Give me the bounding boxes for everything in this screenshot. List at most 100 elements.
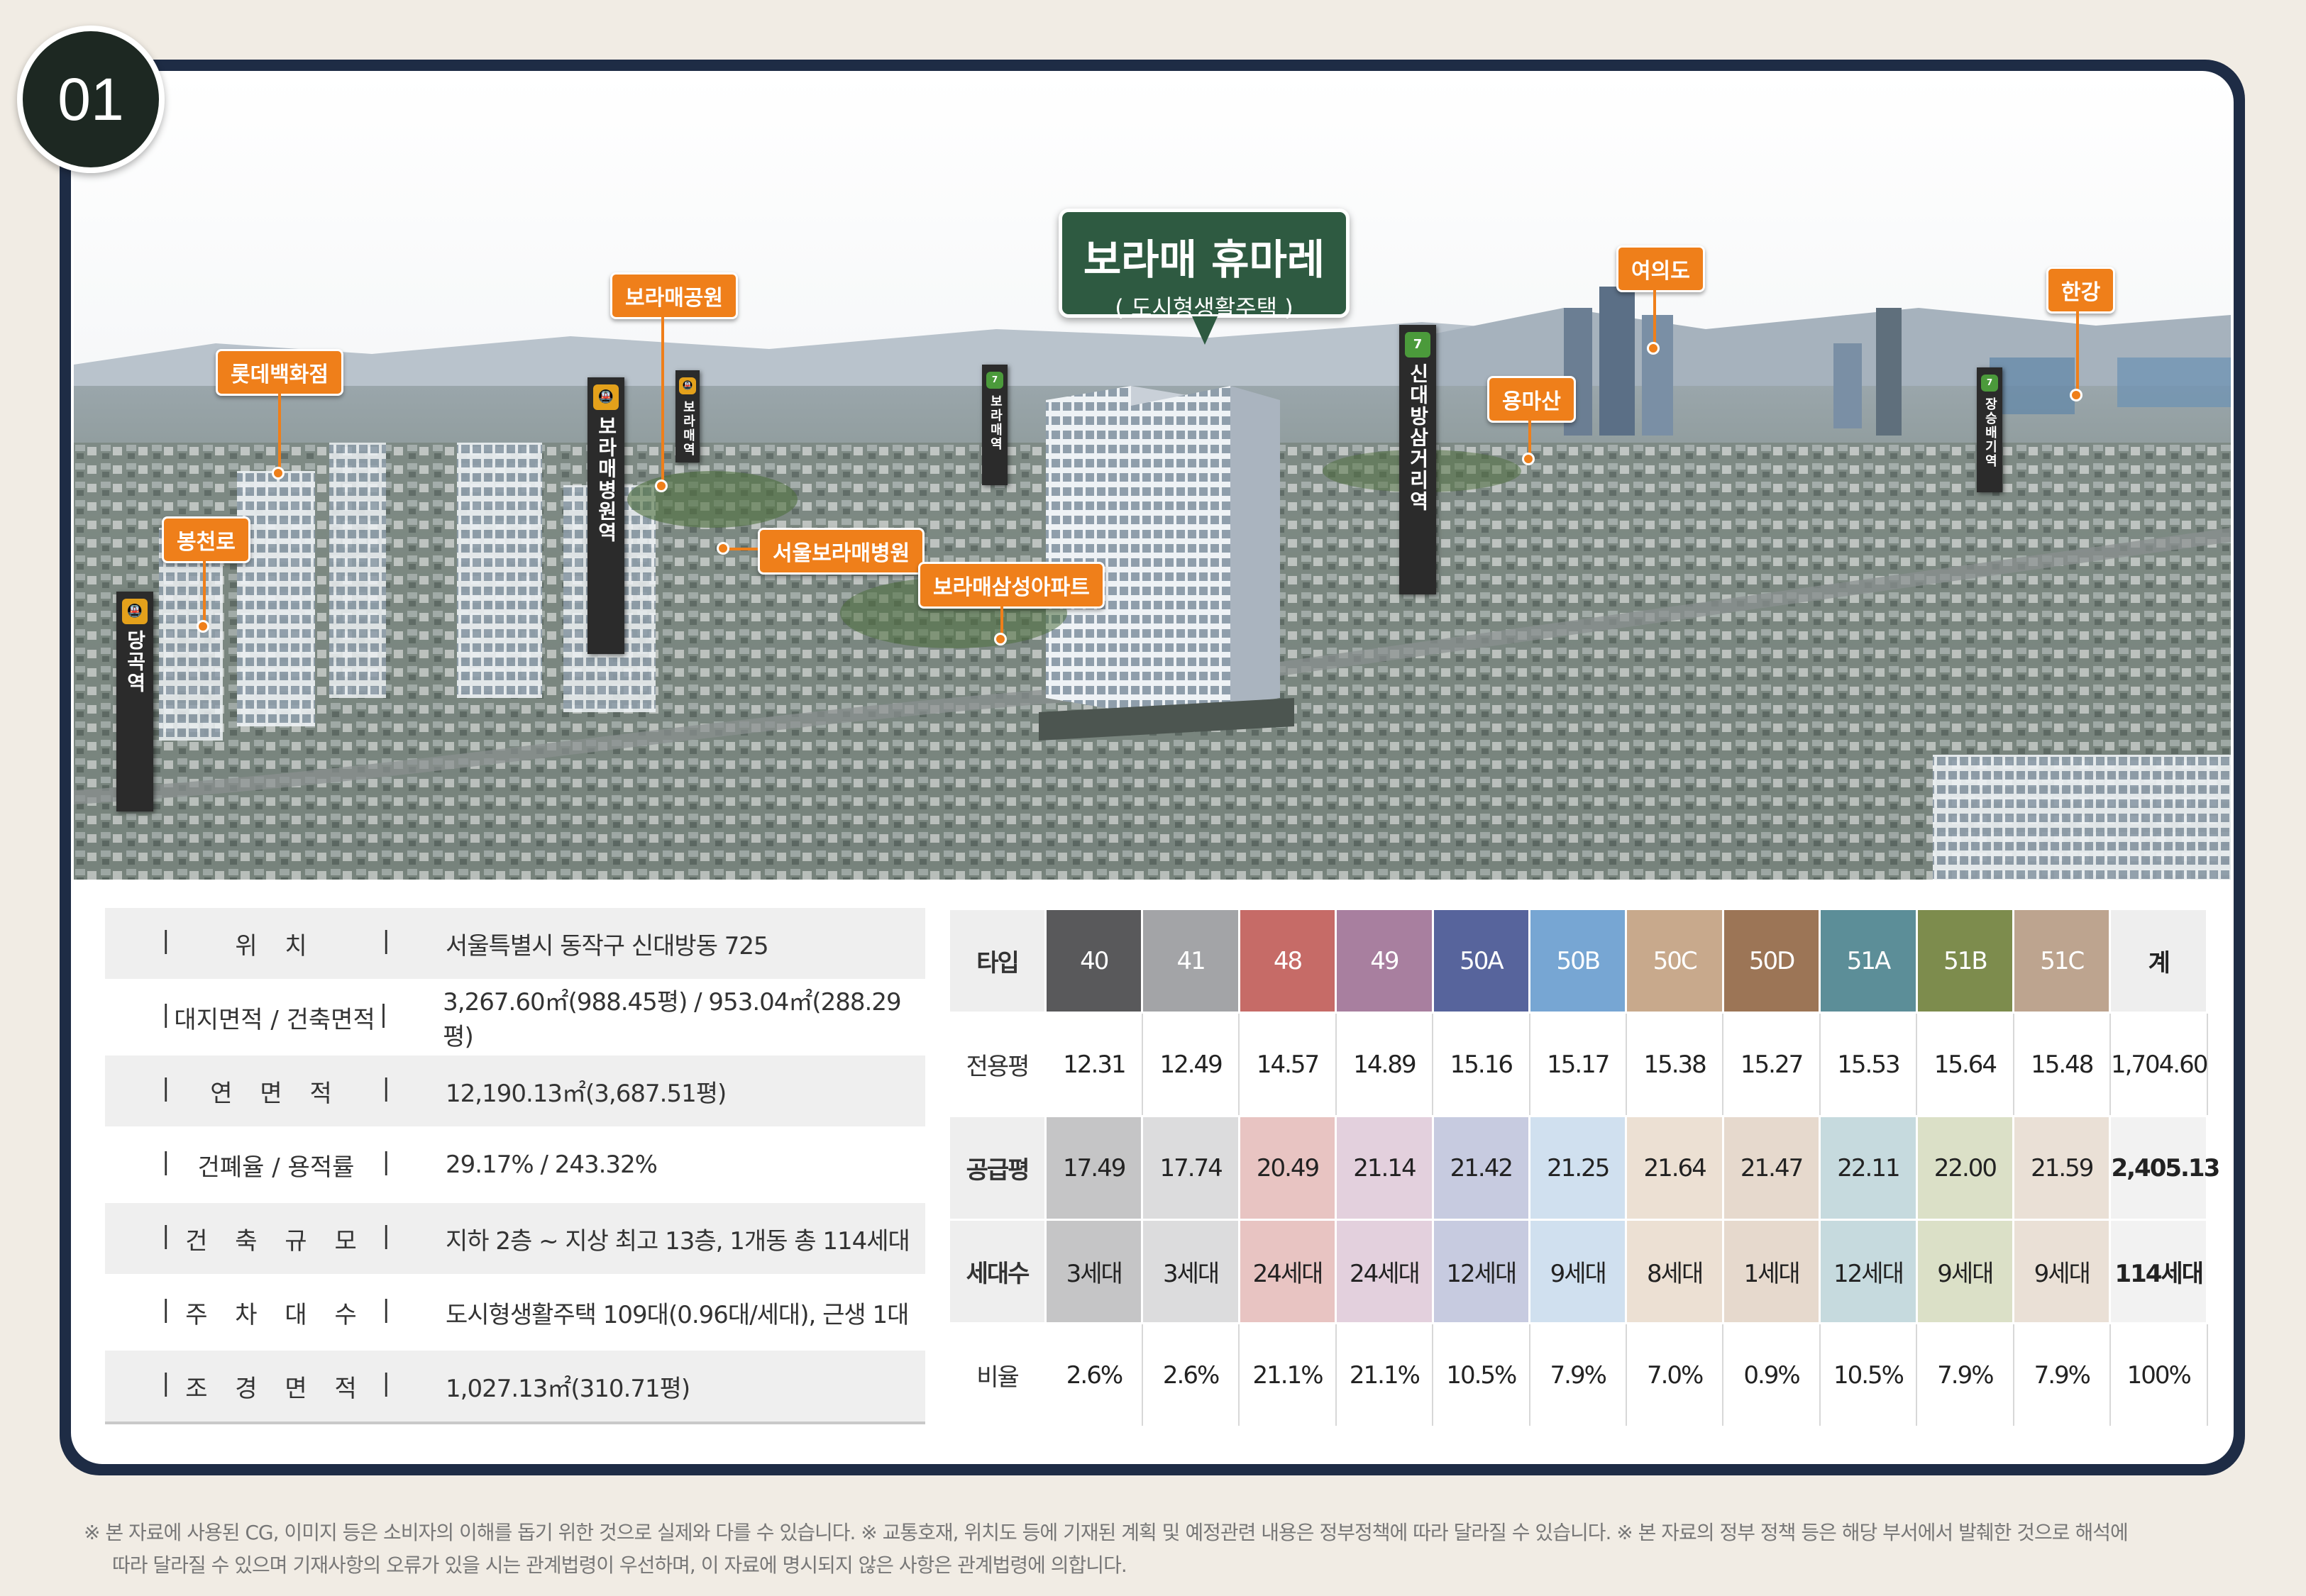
type-header-50b: 50B (1528, 908, 1628, 1014)
info-row-gross-floor-area: | 연 면 적 | 12,190.13㎡(3,687.51평) (105, 1055, 925, 1129)
cell-value: 10.5% (1432, 1322, 1530, 1428)
cell-value: 12세대 (1819, 1219, 1918, 1324)
cell-value: 15.27 (1722, 1012, 1821, 1117)
type-header-49: 49 (1335, 908, 1434, 1014)
cell-value: 10.5% (1819, 1322, 1918, 1428)
aerial-cityscape (74, 74, 2231, 880)
callout-seoul-boramae-hospital: 서울보라매병원 (758, 528, 925, 575)
cell-value: 7.9% (1528, 1322, 1627, 1428)
cell-value: 12세대 (1431, 1219, 1531, 1324)
cell-value: 2.6% (1044, 1322, 1143, 1428)
info-value: 1,027.13㎡(310.71평) (446, 1374, 690, 1403)
type-header-50d: 50D (1721, 908, 1821, 1014)
cell-value: 21.1% (1238, 1322, 1337, 1428)
cell-value: 9세대 (1528, 1219, 1628, 1324)
unit-type-table: 타입 40 41 48 49 50A 50B 50C 50D 51A 51B 51C 계 전용평 12.… (948, 908, 2220, 1428)
disclaimer-line-2: 따라 달라질 수 있으며 기재사항의 오류가 있을 시는 관계법령이 우선하며,… (112, 1553, 1127, 1577)
cell-value: 14.89 (1335, 1012, 1434, 1117)
type-header-51b: 51B (1915, 908, 2015, 1014)
leader-line (1653, 282, 1656, 346)
subway-line-icon: 7 (1405, 332, 1430, 358)
unit-type-row: 전용평 12.31 12.49 14.57 14.89 15.16 15.17 15.38 15… (948, 1012, 2208, 1117)
info-row-landscape-area: | 조 경 면 적 | 1,027.13㎡(310.71평) (105, 1351, 925, 1424)
cell-value: 21.25 (1528, 1115, 1628, 1221)
leader-line (661, 309, 664, 484)
station-name: 보라매역 (680, 400, 696, 457)
info-label: 건 축 규 모 (185, 1226, 367, 1256)
station-name: 보라매역 (988, 394, 1003, 451)
unit-type-header-row: 타입 40 41 48 49 50A 50B 50C 50D 51A 51B 51C 계 (948, 908, 2208, 1014)
leader-line (727, 548, 758, 550)
callout-hangang: 한강 (2046, 267, 2116, 314)
location-dot (994, 633, 1007, 645)
callout-yongmasan: 용마산 (1487, 376, 1576, 423)
cell-value: 21.42 (1431, 1115, 1531, 1221)
type-header-51a: 51A (1819, 908, 1918, 1014)
info-row-land-area: | 대지면적 / 건축면적 | 3,267.60㎡(988.45평) / 953.0… (105, 982, 925, 1055)
info-label: 위 치 (235, 931, 317, 960)
location-dot (1522, 453, 1535, 465)
header-type-label: 타입 (948, 908, 1047, 1014)
subway-line-icon: 🚇 (679, 377, 696, 394)
station-name: 보라매병원역 (595, 416, 619, 543)
info-row-coverage-ratio: | 건폐율 / 용적률 | 29.17% / 243.32% (105, 1129, 925, 1203)
cell-value: 17.74 (1141, 1115, 1240, 1221)
location-dot (2070, 389, 2082, 401)
type-header-51c: 51C (2012, 908, 2112, 1014)
row-label: 공급평 (948, 1115, 1047, 1221)
unit-type-row: 비율 2.6% 2.6% 21.1% 21.1% 10.5% 7.9% 7.0% 0.9% 10.… (948, 1322, 2208, 1428)
station-marker-right: 7 장승배기역 (1977, 367, 2002, 492)
cell-value: 21.59 (2012, 1115, 2112, 1221)
disclaimer-footnote: ※ 본 자료에 사용된 CG, 이미지 등은 소비자의 이해를 돕기 위한 것으… (84, 1517, 2227, 1582)
callout-boramae-samsung-apt: 보라매삼성아파트 (918, 562, 1105, 609)
callout-bongcheon-ro: 봉천로 (162, 516, 250, 563)
project-info-table: | 위 치 | 서울특별시 동작구 신대방동 725 | 대지면적 / 건축면적 | 3… (105, 908, 925, 1424)
cell-value: 0.9% (1722, 1322, 1821, 1428)
cell-value: 15.16 (1432, 1012, 1530, 1117)
cell-value: 3세대 (1141, 1219, 1240, 1324)
cell-value: 7.9% (1916, 1322, 2014, 1428)
callout-yeouido: 여의도 (1616, 245, 1705, 292)
type-header-50a: 50A (1431, 908, 1531, 1014)
cell-total: 100% (2109, 1322, 2208, 1428)
info-value: 29.17% / 243.32% (446, 1151, 658, 1179)
cell-value: 22.00 (1915, 1115, 2015, 1221)
type-header-40: 40 (1044, 908, 1144, 1014)
unit-type-row: 세대수 3세대 3세대 24세대 24세대 12세대 9세대 8세대 1세대 12세대 9세대 9세대… (948, 1219, 2208, 1324)
type-header-48: 48 (1237, 908, 1337, 1014)
type-header-total: 계 (2109, 908, 2208, 1014)
cell-value: 21.1% (1335, 1322, 1434, 1428)
cell-value: 17.49 (1044, 1115, 1144, 1221)
info-row-location: | 위 치 | 서울특별시 동작구 신대방동 725 (105, 908, 925, 982)
cell-value: 24세대 (1237, 1219, 1337, 1324)
station-marker-boramae-2: 7 보라매역 (982, 365, 1008, 485)
row-label: 비율 (948, 1322, 1047, 1428)
info-value: 도시형생활주택 109대(0.96대/세대), 근생 1대 (446, 1300, 909, 1329)
unit-type-row: 공급평 17.49 17.74 20.49 21.14 21.42 21.25 21.64 21… (948, 1115, 2220, 1221)
leader-line (1000, 599, 1003, 637)
cell-value: 15.53 (1819, 1012, 1918, 1117)
cell-value: 3세대 (1044, 1219, 1144, 1324)
station-marker-sindaebang: 7 신대방삼거리역 (1399, 325, 1436, 594)
cell-value: 21.14 (1335, 1115, 1434, 1221)
project-title-callout: 보라매 휴마레 ( 도시형생활주택 ) (1059, 209, 1350, 321)
disclaimer-line-1: ※ 본 자료에 사용된 CG, 이미지 등은 소비자의 이해를 돕기 위한 것으… (84, 1521, 2129, 1544)
info-row-parking: | 주 차 대 수 | 도시형생활주택 109대(0.96대/세대), 근생 1대 (105, 1277, 925, 1351)
cell-value: 7.0% (1625, 1322, 1724, 1428)
info-label: 연 면 적 (210, 1079, 342, 1108)
cell-value: 8세대 (1625, 1219, 1724, 1324)
aerial-view-image: 보라매 휴마레 ( 도시형생활주택 ) 롯데백화점 보라매공원 봉천로 서울보라… (74, 74, 2231, 880)
info-label: 대지면적 / 건축면적 (174, 1005, 375, 1034)
info-value: 서울특별시 동작구 신대방동 725 (446, 931, 769, 960)
info-value: 3,267.60㎡(988.45평) / 953.04㎡(288.29평) (443, 988, 901, 1051)
station-name: 신대방삼거리역 (1406, 363, 1430, 512)
leader-line (203, 553, 206, 624)
cell-value: 15.48 (2012, 1012, 2111, 1117)
info-value: 지하 2층 ~ 지상 최고 13층, 1개동 총 114세대 (446, 1226, 910, 1256)
leader-line (278, 386, 281, 471)
cell-value: 24세대 (1335, 1219, 1434, 1324)
leader-line (1528, 413, 1531, 457)
cell-total: 2,405.13 (2109, 1115, 2220, 1221)
info-row-building-scale: | 건 축 규 모 | 지하 2층 ~ 지상 최고 13층, 1개동 총 114세대 (105, 1203, 925, 1277)
cell-value: 15.17 (1528, 1012, 1627, 1117)
